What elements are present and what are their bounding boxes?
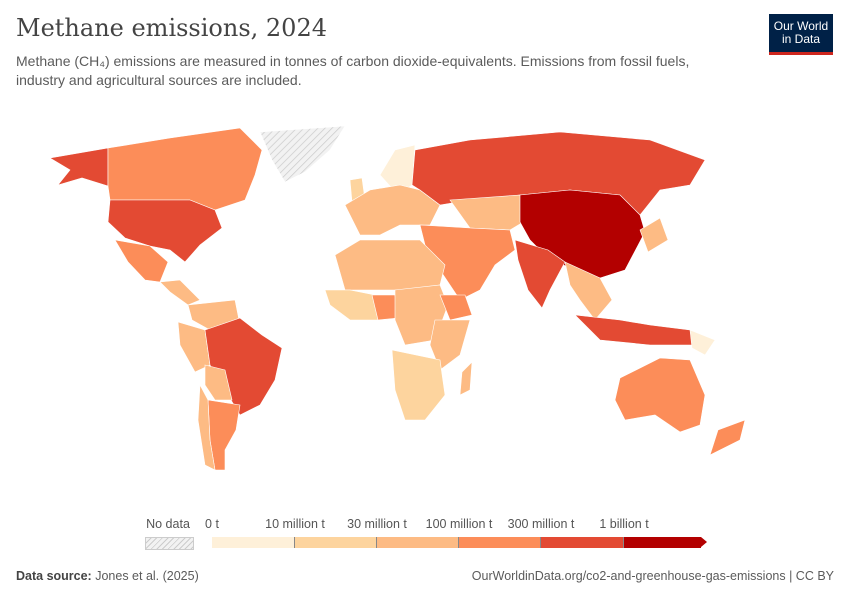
chart-subtitle: Methane (CH₄) emissions are measured in … xyxy=(16,53,690,88)
footer-url[interactable]: OurWorldinData.org/co2-and-greenhouse-ga… xyxy=(471,569,834,583)
legend-tick-2: 30 million t xyxy=(347,517,407,531)
legend-arrow-icon xyxy=(701,537,707,547)
country-chile[interactable] xyxy=(197,383,216,471)
country-new-zealand[interactable] xyxy=(709,419,746,456)
country-canada[interactable] xyxy=(107,127,263,211)
source-link[interactable]: Jones et al. (2025) xyxy=(95,569,199,583)
legend-no-data-swatch[interactable] xyxy=(145,537,194,550)
legend-tick-1: 10 million t xyxy=(265,517,325,531)
logo-line2: in Data xyxy=(781,32,821,46)
legend-bin-4[interactable] xyxy=(541,537,624,548)
country-southern-africa[interactable] xyxy=(391,349,446,421)
country-india[interactable] xyxy=(514,239,566,309)
legend-tick-3: 100 million t xyxy=(425,517,493,531)
owid-logo[interactable]: Our World in Data xyxy=(769,14,833,55)
legend-bin-3[interactable] xyxy=(459,537,541,548)
legend-tick-5: 1 billion t xyxy=(599,517,649,531)
legend-tick-0: 0 t xyxy=(205,517,219,531)
legend-bin-1[interactable] xyxy=(295,537,377,548)
legend-bin-5[interactable] xyxy=(624,537,701,548)
country-peru-ecuador[interactable] xyxy=(177,321,211,373)
country-greenland[interactable] xyxy=(259,125,346,183)
legend-tick-4: 300 million t xyxy=(507,517,575,531)
country-madagascar[interactable] xyxy=(459,361,473,396)
legend-no-data-label: No data xyxy=(146,517,190,531)
data-source: Data source: Jones et al. (2025) xyxy=(16,569,199,583)
country-australia[interactable] xyxy=(614,357,706,433)
country-usa[interactable] xyxy=(107,199,223,263)
country-png[interactable] xyxy=(689,329,716,356)
chart-title: Methane emissions, 2024 xyxy=(16,14,327,42)
country-bolivia-paraguay[interactable] xyxy=(204,364,233,401)
logo-line1: Our World xyxy=(773,19,829,33)
country-ethiopia[interactable] xyxy=(439,294,473,321)
legend-bin-0[interactable] xyxy=(212,537,295,548)
country-europe[interactable] xyxy=(344,184,441,236)
legend-bin-2[interactable] xyxy=(377,537,459,548)
country-central-america[interactable] xyxy=(159,279,201,306)
country-japan-korea[interactable] xyxy=(639,217,669,253)
country-east-africa[interactable] xyxy=(429,319,471,371)
country-north-africa[interactable] xyxy=(334,239,446,291)
source-label: Data source: xyxy=(16,569,92,583)
